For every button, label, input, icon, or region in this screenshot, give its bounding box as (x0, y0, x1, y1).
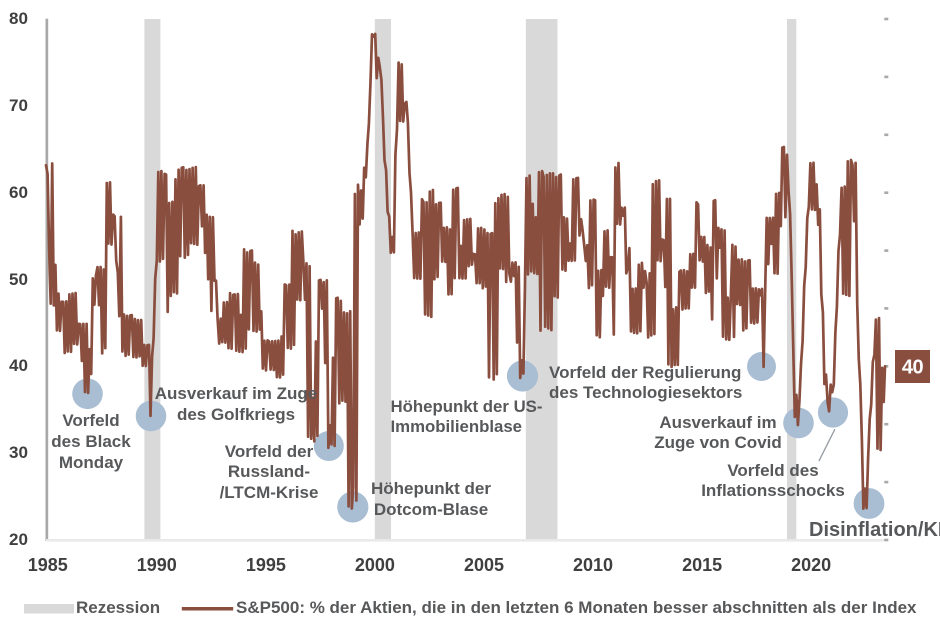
svg-text:40: 40 (902, 357, 924, 379)
